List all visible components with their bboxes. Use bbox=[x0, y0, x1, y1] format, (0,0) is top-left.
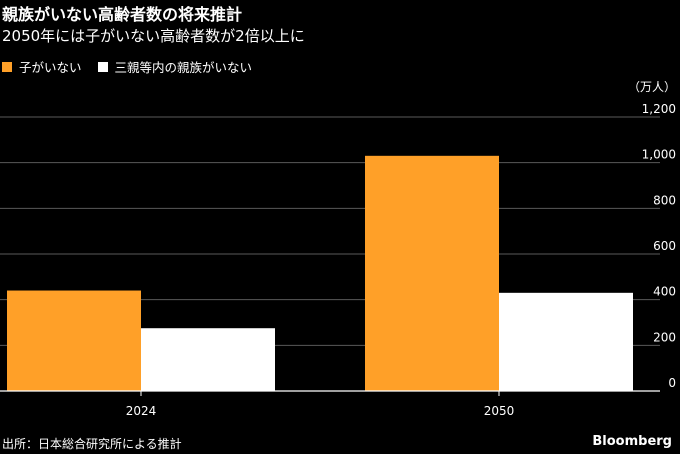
x-tick-label: 2050 bbox=[484, 404, 515, 418]
x-tick-label: 2024 bbox=[126, 404, 157, 418]
legend-label-no-children: 子がいない bbox=[19, 60, 82, 75]
bar bbox=[7, 290, 141, 391]
chart-title: 親族がいない高齢者数の将来推計 bbox=[2, 5, 243, 24]
bar bbox=[141, 328, 275, 391]
y-tick-label: 600 bbox=[653, 239, 676, 253]
y-tick-label: 400 bbox=[653, 285, 676, 299]
chart-subtitle: 2050年には子がいない高齢者数が2倍以上に bbox=[2, 27, 305, 45]
y-tick-label: 1,200 bbox=[642, 102, 676, 116]
legend-swatch-white bbox=[97, 61, 108, 72]
source-note: 出所：日本総合研究所による推計 bbox=[2, 437, 182, 451]
legend-label-no-relatives: 三親等内の親族がいない bbox=[114, 60, 253, 75]
bar bbox=[365, 155, 499, 391]
y-tick-label: 800 bbox=[653, 193, 676, 207]
legend: 子がいない 三親等内の親族がいない bbox=[2, 57, 268, 76]
y-tick-label: 200 bbox=[653, 330, 676, 344]
y-tick-label: 1,000 bbox=[642, 148, 676, 162]
bar bbox=[499, 292, 633, 391]
legend-item-no-relatives: 三親等内の親族がいない bbox=[97, 57, 253, 76]
y-unit-label: （万人） bbox=[628, 80, 676, 94]
bloomberg-logo: Bloomberg bbox=[592, 434, 672, 449]
legend-item-no-children: 子がいない bbox=[2, 57, 82, 76]
legend-swatch-orange bbox=[2, 61, 12, 72]
y-tick-label: 0 bbox=[668, 376, 676, 390]
